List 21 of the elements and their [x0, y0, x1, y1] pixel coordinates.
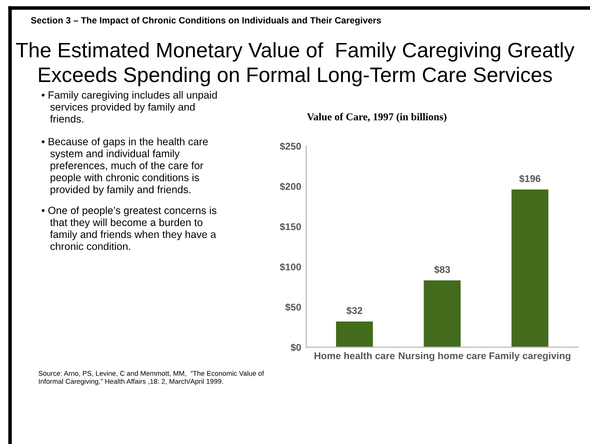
text: Section 3 – The Impact of Chronic Conditions on Individuals and Their Caregivers [30, 16, 381, 26]
text: • One of people’s greatest concerns is that they will become a burden to family and friends when they have a chronic condition. [42, 206, 216, 250]
y-tick-label: $250 [280, 142, 301, 150]
bar [424, 280, 461, 348]
y-tick-label: $150 [280, 222, 301, 231]
bar [336, 321, 373, 348]
y-tick-label: $0 [290, 344, 301, 352]
y-tick-label: $100 [280, 263, 301, 271]
y-tick-label: $200 [280, 182, 301, 191]
chart-title: The Estimated Monetary Value of Family Caregiving Greatly Exceeds Spending on Formal Long-Term Care Services [16, 42, 574, 86]
x-tick-label: Home health care [314, 352, 395, 360]
y-tick-label: $50 [285, 303, 301, 312]
text: • Family caregiving includes all unpaid services provided by family and friends. [42, 91, 217, 123]
x-tick-label: Nursing home care [398, 352, 486, 362]
data-label: $83 [434, 266, 450, 274]
bar [512, 190, 548, 348]
data-label: $196 [519, 174, 540, 183]
data-label: $32 [346, 306, 362, 315]
text: • Because of gaps in the health care system and individual family preferences, much of the care for people with chronic conditions is provided by family and friends. [42, 138, 208, 196]
x-tick-label: Family caregiving [490, 352, 570, 362]
chart-subtitle: Value of Care, 1997 (in billions) [306, 112, 446, 122]
